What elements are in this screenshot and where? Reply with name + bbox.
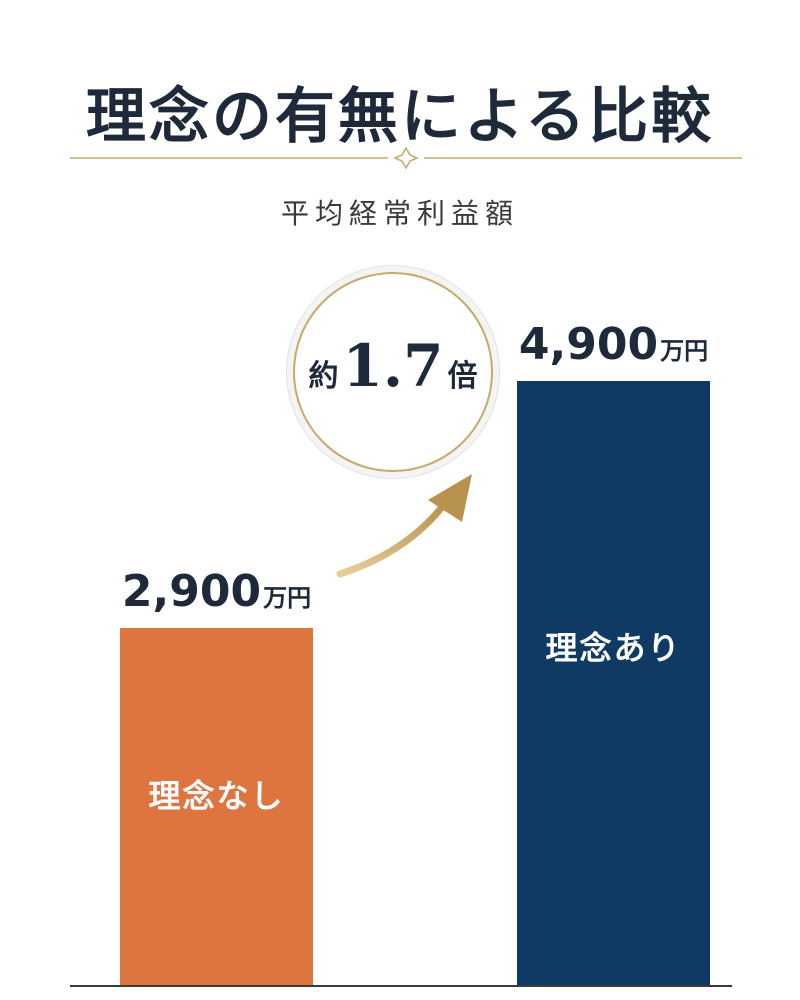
sparkle-icon	[393, 146, 419, 170]
bar-value-unit: 万円	[660, 337, 709, 366]
bar-category-label: 理念あり	[545, 628, 682, 667]
bar-with-philosophy: 理念あり	[517, 381, 710, 985]
title-divider	[70, 146, 742, 170]
chart-title: 理念の有無による比較	[85, 82, 715, 152]
arrow-shaft	[336, 498, 450, 578]
multiplier-suffix: 倍	[447, 359, 478, 394]
bar-without-philosophy: 理念なし	[120, 627, 313, 985]
multiplier-badge: 約1.7 倍	[293, 272, 493, 472]
bar-category-label: 理念なし	[148, 776, 285, 815]
bar-value-label-with: 4,900万円	[517, 319, 710, 370]
multiplier-text: 約1.7 倍	[295, 332, 491, 400]
bar-value-number: 4,900	[518, 319, 659, 371]
multiplier-value: 1.7	[342, 332, 444, 400]
bar-value-label-without: 2,900万円	[120, 566, 313, 617]
bar-value-number: 2,900	[121, 565, 262, 617]
growth-arrow-icon	[336, 474, 472, 578]
arrow-head	[428, 474, 472, 522]
bar-value-unit: 万円	[263, 583, 312, 612]
multiplier-prefix: 約	[308, 359, 339, 394]
chart-baseline	[70, 985, 732, 987]
chart-subtitle: 平均経常利益額	[280, 197, 519, 230]
